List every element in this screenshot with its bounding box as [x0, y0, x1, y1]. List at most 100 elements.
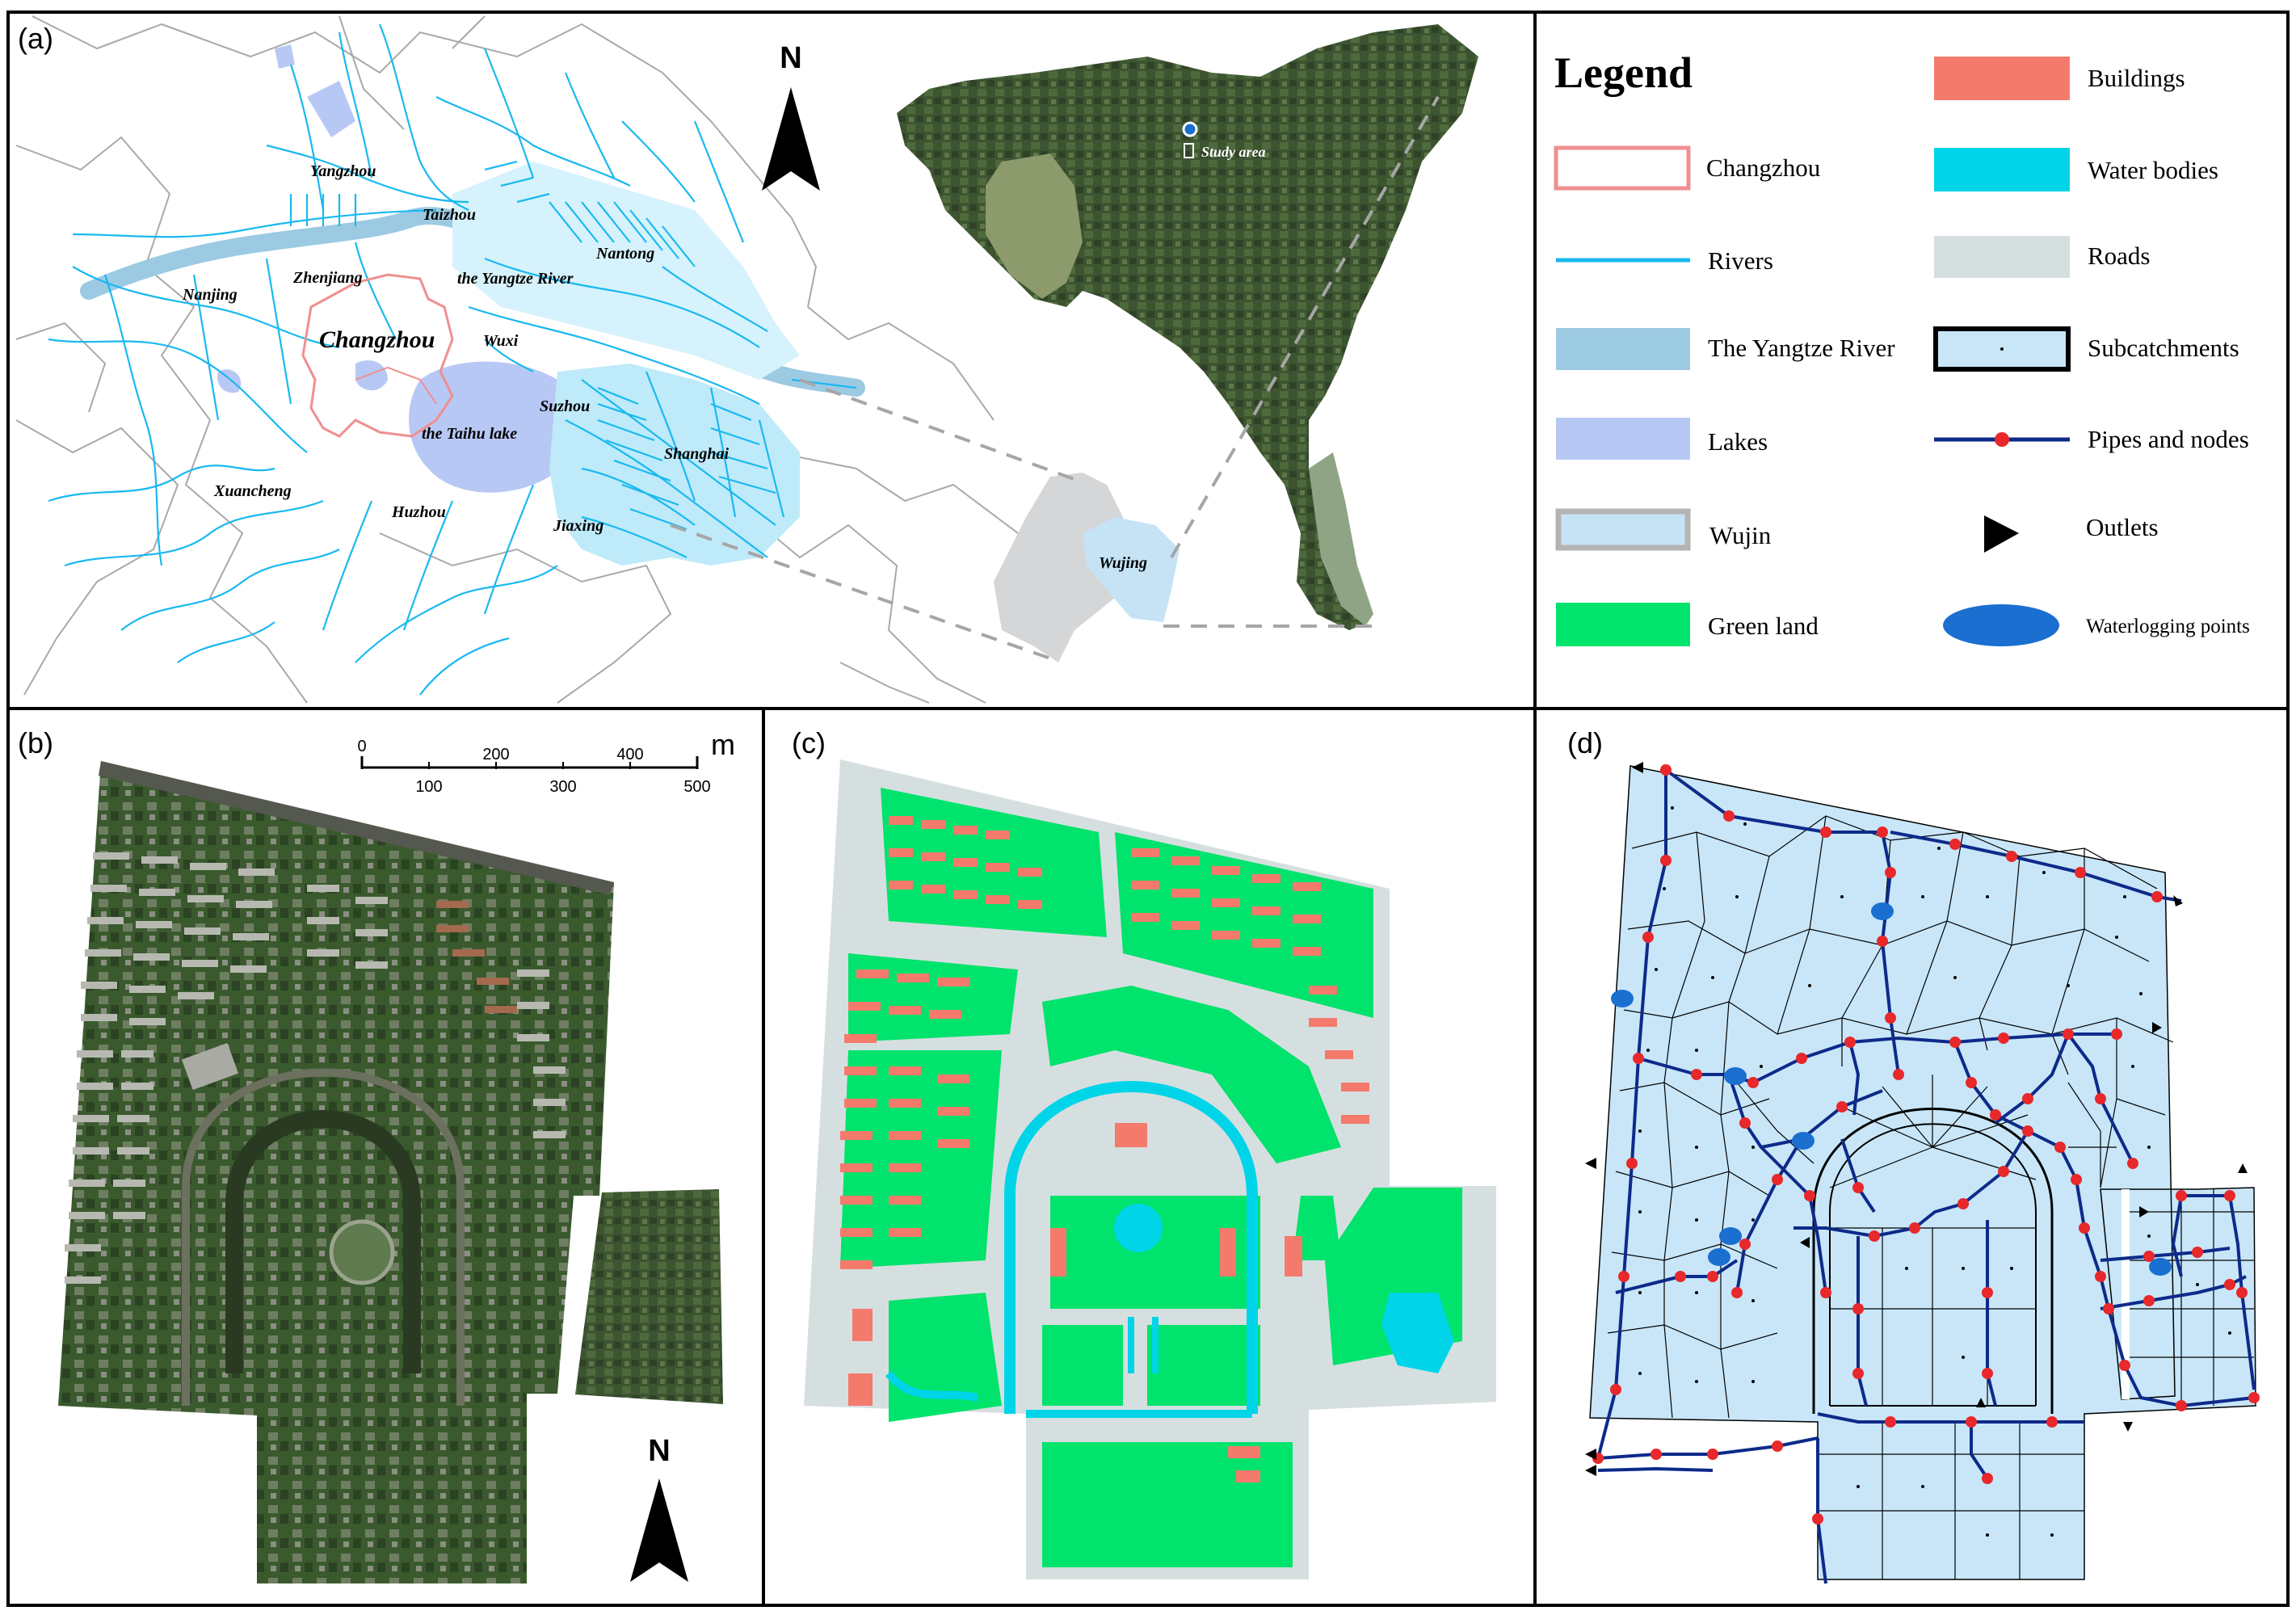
location-pin-icon: [1182, 121, 1198, 137]
legend-label-green: Green land: [1708, 612, 1819, 640]
outlet-arrow-icon: [1585, 762, 2248, 1476]
label-xuancheng: Xuancheng: [213, 482, 292, 500]
panel-d-letter: (d): [1567, 726, 1603, 759]
panel-d-drainage: (d): [1567, 726, 2260, 1584]
scale-tick-300: 300: [549, 778, 576, 796]
scale-bar: 0 200 400 100 300 500 m: [357, 728, 735, 796]
lake-small-2: [275, 44, 295, 69]
label-jiaxing: Jiaxing: [553, 517, 603, 535]
waterlogging-points: [1611, 902, 2172, 1276]
north-arrow-icon: N: [762, 41, 820, 191]
study-area-label: Study area: [1201, 144, 1266, 160]
legend-swatch-subcatchments: [1933, 326, 2071, 372]
legend-swatch-wujin: [1555, 508, 1691, 551]
legend: Legend Changzhou Rivers The Yangtze Rive…: [1554, 48, 2250, 646]
label-yangtze: the Yangtze River: [457, 270, 574, 288]
legend-label-changzhou: Changzhou: [1706, 154, 1820, 182]
outlet-arrow-icon: [1984, 515, 2019, 553]
study-area-marker: Study area: [1182, 121, 1266, 160]
pipe-network: [1596, 768, 2256, 1584]
legend-swatch-waterlogging: [1943, 604, 2059, 646]
north-arrow-icon: N: [630, 1434, 688, 1582]
legend-swatch-yangtze: [1556, 328, 1690, 370]
label-nantong: Nantong: [595, 245, 654, 263]
panel-b-satellite: 0 200 400 100 300 500 m N (b): [18, 726, 735, 1583]
east-pond: [1381, 1293, 1454, 1373]
label-nanjing: Nanjing: [182, 286, 238, 304]
legend-label-buildings: Buildings: [2088, 64, 2185, 92]
label-wujing: Wujing: [1099, 554, 1147, 572]
scale-tick-200: 200: [482, 746, 509, 763]
panel-c-landuse: (c): [792, 726, 1496, 1579]
satellite-buildings: [65, 852, 566, 1284]
panel-a-region-map: Yangzhou Taizhou Nantong Zhenjiang the Y…: [15, 15, 1478, 704]
scale-unit: m: [711, 728, 735, 761]
label-zhenjiang: Zhenjiang: [292, 269, 363, 287]
satellite-large-building: [181, 1042, 239, 1091]
legend-title: Legend: [1554, 48, 1693, 97]
taihu-satellite-water: [986, 154, 1083, 299]
lake-small-4: [217, 369, 242, 393]
legend-label-pipes: Pipes and nodes: [2088, 425, 2249, 453]
legend-swatch-pipes: [1934, 432, 2070, 447]
shanghai-river-mass: [549, 364, 800, 566]
legend-label-subcatchments: Subcatchments: [2088, 334, 2239, 362]
wujing-region-grey: [994, 473, 1131, 662]
label-taihu: the Taihu lake: [422, 425, 517, 443]
legend-swatch-water: [1934, 148, 2070, 191]
central-plaza: [329, 1219, 395, 1285]
legend-label-roads: Roads: [2088, 242, 2151, 270]
inset-connector-lines: [670, 95, 1440, 660]
changzhou-satellite: [897, 24, 1478, 630]
legend-label-wujin: Wujin: [1709, 521, 1772, 549]
satellite-image-east-annex: [575, 1189, 723, 1404]
panel-a-letter: (a): [18, 22, 53, 55]
label-yangzhou: Yangzhou: [310, 162, 376, 180]
central-pond: [1114, 1204, 1163, 1252]
wujing-region-highlight: [1083, 517, 1180, 622]
legend-swatch-roads: [1934, 236, 2070, 278]
panel-b-letter: (b): [18, 726, 53, 759]
label-wuxi: Wuxi: [483, 332, 519, 350]
river-estuary-satellite: [1309, 452, 1373, 626]
green-land: [840, 788, 1462, 1567]
north-label: N: [780, 41, 801, 75]
label-huzhou: Huzhou: [391, 503, 446, 521]
pipe-nodes: [1592, 764, 2260, 1525]
label-taizhou: Taizhou: [423, 206, 476, 224]
changzhou-outline: [301, 273, 454, 438]
satellite-buildings-red: [436, 901, 517, 1013]
wujin-inner-boundary: [355, 366, 437, 405]
satellite-image-main: [58, 761, 614, 1583]
legend-label-water: Water bodies: [2088, 156, 2218, 184]
scale-tick-400: 400: [616, 746, 643, 763]
legend-label-lakes: Lakes: [1708, 427, 1768, 456]
panel-c-letter: (c): [792, 726, 826, 759]
scale-tick-0: 0: [357, 738, 366, 755]
label-changzhou: Changzhou: [319, 326, 435, 353]
legend-label-rivers: Rivers: [1708, 246, 1773, 275]
legend-swatch-buildings: [1934, 57, 2070, 100]
northeast-river-mass: [452, 162, 800, 380]
rivers-network: [48, 23, 857, 696]
legend-swatch-lakes: [1556, 418, 1690, 460]
legend-swatch-green: [1556, 603, 1690, 646]
north-label-b: N: [648, 1434, 670, 1468]
label-shanghai: Shanghai: [664, 445, 729, 463]
legend-swatch-changzhou: [1554, 145, 1691, 191]
arch-outer-road: [182, 1068, 465, 1406]
gap-strip-east: [2121, 1189, 2130, 1399]
scale-tick-100: 100: [415, 778, 442, 796]
province-boundaries: [15, 15, 1051, 704]
arch-road: [225, 1110, 421, 1373]
lake-small-1: [307, 81, 355, 137]
water-bodies: [885, 1081, 1258, 1418]
scale-tick-500: 500: [683, 778, 710, 796]
legend-label-outlets: Outlets: [2086, 513, 2159, 541]
lake-small-3: [355, 360, 388, 391]
railway-strip: [99, 761, 614, 895]
panel-frames: [6, 11, 2290, 1607]
legend-label-waterlogging: Waterlogging points: [2086, 616, 2250, 637]
label-suzhou: Suzhou: [540, 397, 590, 415]
